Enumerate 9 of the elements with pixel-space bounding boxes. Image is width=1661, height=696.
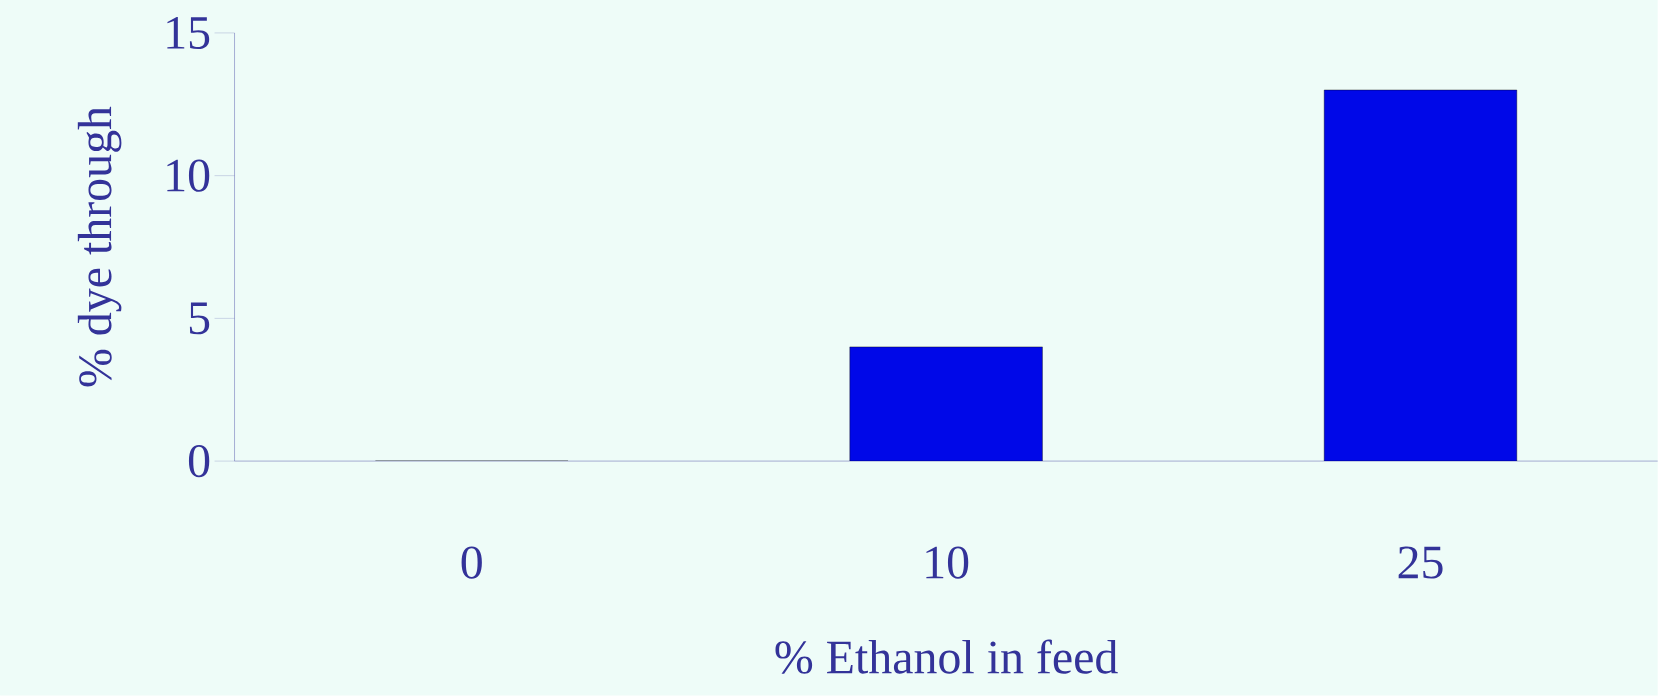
x-axis-title: % Ethanol in feed — [775, 639, 1118, 675]
y-tick-label: 15 — [167, 17, 210, 50]
y-tick-label: 5 — [189, 302, 210, 335]
y-tick-label: 0 — [188, 445, 210, 478]
y-tick-label: 10 — [167, 159, 210, 192]
y-axis-title: % dye through — [77, 106, 122, 387]
x-tick-label: 0 — [461, 546, 482, 579]
x-tick-label: 10 — [926, 546, 969, 579]
x-tick-label: 25 — [1398, 546, 1443, 579]
